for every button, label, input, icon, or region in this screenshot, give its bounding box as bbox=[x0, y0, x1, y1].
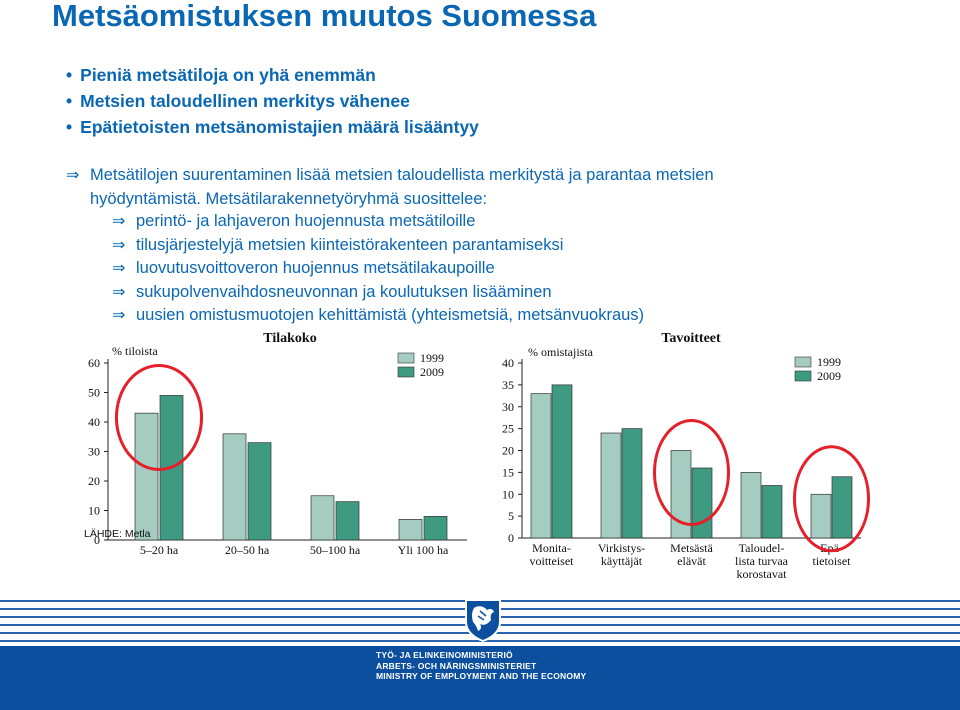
footer-band bbox=[0, 646, 960, 710]
ministry-name: TYÖ- JA ELINKEINOMINISTERIÖ ARBETS- OCH … bbox=[376, 650, 586, 682]
bar-2009-3 bbox=[761, 485, 783, 539]
lion-crest-logo-icon bbox=[465, 599, 501, 642]
y-tick-label: 30 bbox=[88, 445, 100, 459]
bar-2009-1 bbox=[621, 428, 643, 539]
implies-arrow-icon: ⇒ bbox=[112, 307, 126, 324]
y-tick-label: 5 bbox=[508, 509, 514, 523]
bar-1999-4 bbox=[810, 493, 832, 539]
bar-2009-0 bbox=[551, 384, 573, 539]
y-tick-label: 10 bbox=[502, 487, 514, 501]
legend-swatch-2009 bbox=[794, 370, 812, 382]
y-tick-label: 10 bbox=[88, 504, 100, 518]
footer-stripe bbox=[0, 640, 960, 642]
y-tick-label: 60 bbox=[88, 356, 100, 370]
bullet-item: Pieniä metsätiloja on yhä enemmän bbox=[66, 62, 479, 88]
y-tick-label: 25 bbox=[502, 422, 514, 436]
bar-1999-2 bbox=[310, 495, 335, 541]
x-tick-label: Taloudel-lista turvaa korostavat bbox=[735, 541, 789, 581]
implies-arrow-icon: ⇒ bbox=[112, 236, 126, 254]
y-tick-label: 20 bbox=[88, 474, 100, 488]
x-tick-label: 20–50 ha bbox=[225, 543, 270, 557]
legend-label: 1999 bbox=[817, 355, 841, 369]
source-note: LÄHDE: Metla bbox=[84, 528, 151, 540]
chart-title: Tilakoko bbox=[263, 331, 316, 346]
bar-1999-0 bbox=[530, 393, 552, 539]
y-tick-label: 50 bbox=[88, 386, 100, 400]
recommendation-item: ⇒ perintö- ja lahjaveron huojennusta mets… bbox=[112, 210, 946, 234]
bar-1999-0 bbox=[134, 412, 159, 541]
bar-1999-3 bbox=[398, 519, 423, 541]
owner-goals-chart: Tavoitteet % omistajista 0 5 10 15 20 25 30 35 40 M… bbox=[502, 331, 870, 581]
recommendation-item: ⇒ sukupolvenvaihdosneuvonnan ja koulutuks… bbox=[112, 281, 946, 305]
recommendation-text: sukupolvenvaihdosneuvonnan ja koulutukse… bbox=[136, 282, 552, 301]
farm-size-chart: Tilakoko % tiloista 0 10 20 30 40 50 60 5–20 ha 20… bbox=[88, 331, 467, 557]
legend-label: 1999 bbox=[420, 351, 444, 365]
x-tick-label: 50–100 ha bbox=[310, 543, 361, 557]
recommendation-block: ⇒ Metsätilojen suurentaminen lisää metsie… bbox=[66, 164, 946, 328]
legend-label: 2009 bbox=[817, 369, 841, 383]
intro-line-1: Metsätilojen suurentaminen lisää metsien… bbox=[90, 166, 714, 184]
bullet-item: Metsien taloudellinen merkitys vähenee bbox=[66, 88, 479, 114]
bar-2009-2 bbox=[335, 501, 360, 541]
y-axis-label: % omistajista bbox=[528, 345, 594, 359]
recommendation-text: luovutusvoittoveron huojennus metsätilak… bbox=[136, 259, 495, 277]
implies-arrow-icon: ⇒ bbox=[66, 167, 80, 184]
highlight-circle bbox=[114, 363, 204, 471]
y-tick-label: 0 bbox=[94, 533, 100, 547]
bullet-item: Epätietoisten metsänomistajien määrä lis… bbox=[66, 114, 479, 140]
bar-1999-3 bbox=[740, 472, 762, 539]
slide-title: Metsäomistuksen muutos Suomessa bbox=[52, 0, 597, 33]
bar-1999-1 bbox=[600, 432, 622, 539]
recommendation-item: ⇒ luovutusvoittoveron huojennus metsätila… bbox=[112, 257, 946, 281]
implies-arrow-icon: ⇒ bbox=[112, 260, 126, 277]
recommendation-text: perintö- ja lahjaveron huojennusta metsä… bbox=[136, 212, 476, 230]
legend-swatch-1999 bbox=[794, 356, 812, 368]
intro-line-2: hyödyntämistä. Metsätilarakennetyöryhmä … bbox=[90, 189, 488, 208]
x-tick-label: Epä-tietoiset bbox=[813, 541, 852, 568]
implies-arrow-icon: ⇒ bbox=[112, 283, 126, 301]
ministry-name-sv: ARBETS- OCH NÄRINGSMINISTERIET bbox=[376, 660, 537, 671]
y-tick-label: 20 bbox=[502, 444, 514, 458]
y-tick-label: 30 bbox=[502, 400, 514, 414]
x-tick-label: 5–20 ha bbox=[140, 543, 179, 557]
bar-1999-2 bbox=[670, 450, 692, 539]
bar-2009-4 bbox=[831, 476, 853, 539]
highlight-circle bbox=[653, 419, 730, 526]
recommendation-text: tilusjärjestelyjä metsien kiinteistörake… bbox=[136, 235, 564, 254]
bar-2009-1 bbox=[247, 442, 272, 541]
ministry-name-fi: TYÖ- JA ELINKEINOMINISTERIÖ bbox=[376, 650, 513, 660]
legend-label: 2009 bbox=[420, 365, 444, 379]
x-tick-label: Virkistys-käyttäjät bbox=[598, 541, 645, 568]
y-tick-label: 35 bbox=[502, 378, 514, 392]
bar-2009-2 bbox=[691, 467, 713, 539]
x-tick-label: Monita-voitteiset bbox=[530, 541, 575, 568]
x-tick-label: Yli 100 ha bbox=[398, 543, 449, 557]
y-tick-label: 40 bbox=[88, 415, 100, 429]
implies-arrow-icon: ⇒ bbox=[112, 213, 126, 230]
y-axis-label: % tiloista bbox=[112, 344, 158, 358]
bar-2009-3 bbox=[423, 516, 448, 541]
highlight-circle bbox=[793, 445, 870, 553]
recommendation-text: uusien omistusmuotojen kehittämistä (yht… bbox=[136, 306, 645, 324]
y-tick-label: 15 bbox=[502, 465, 514, 479]
intro-paragraph: ⇒ Metsätilojen suurentaminen lisää metsie… bbox=[66, 164, 946, 210]
recommendations-list: ⇒ perintö- ja lahjaveron huojennusta mets… bbox=[66, 210, 946, 328]
legend-swatch-2009 bbox=[397, 366, 415, 378]
y-tick-label: 40 bbox=[502, 356, 514, 370]
bar-1999-1 bbox=[222, 433, 247, 541]
recommendation-item: ⇒ uusien omistusmuotojen kehittämistä (yh… bbox=[112, 304, 946, 328]
chart-title: Tavoitteet bbox=[661, 331, 721, 346]
ministry-name-en: MINISTRY OF EMPLOYMENT AND THE ECONOMY bbox=[376, 671, 587, 681]
y-tick-label: 0 bbox=[508, 531, 514, 545]
legend-swatch-1999 bbox=[397, 352, 415, 364]
key-points-list: Pieniä metsätiloja on yhä enemmän Metsie… bbox=[66, 62, 479, 140]
x-tick-label: Metsästä elävät bbox=[670, 541, 713, 568]
recommendation-item: ⇒ tilusjärjestelyjä metsien kiinteistörak… bbox=[112, 234, 946, 258]
